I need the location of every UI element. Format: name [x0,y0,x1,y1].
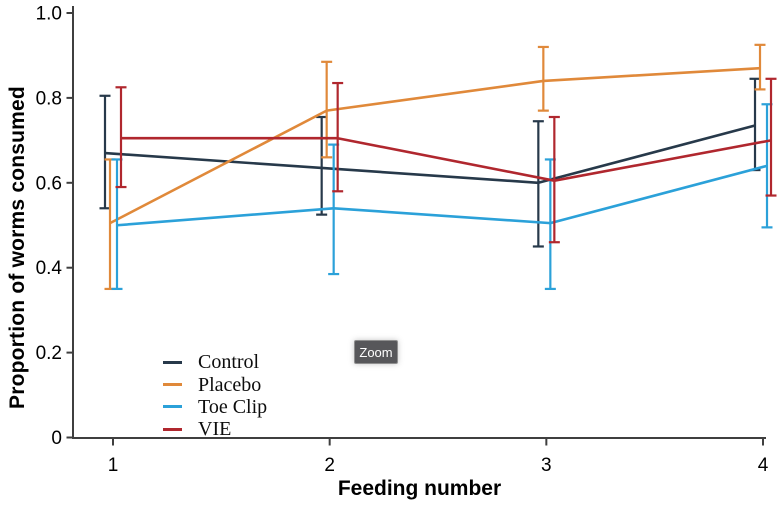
legend-swatch-control [163,360,182,364]
legend-swatch-vie [163,427,182,431]
x-tick-label: 4 [758,455,769,476]
x-tick-label: 1 [108,455,119,476]
legend-item-control: Control [163,351,267,373]
legend-item-placebo: Placebo [163,373,267,395]
legend-item-vie: VIE [163,418,267,440]
y-tick-label: 0.8 [36,88,62,109]
series-line-control [104,124,756,185]
y-axis-title: Proportion of worms consumed [6,86,29,410]
y-tick-label: 0.6 [36,173,62,194]
x-axis-title: Feeding number [337,477,502,500]
series-line-vie [121,136,772,182]
legend-label-vie: VIE [198,418,232,441]
series-line-toe-clip [116,164,768,227]
y-tick-label: 0.2 [36,343,62,364]
legend-swatch-toe-clip [163,405,182,409]
zoom-tooltip[interactable]: Zoom [354,340,398,364]
y-tick-label: 0 [51,428,62,449]
legend-swatch-placebo [163,383,182,387]
legend: Control Placebo Toe Clip VIE [163,351,267,441]
series-line-placebo [109,66,761,225]
legend-item-toe-clip: Toe Clip [163,396,267,418]
x-tick-label: 3 [541,455,552,476]
x-tick-label: 2 [324,455,335,476]
legend-label-toe-clip: Toe Clip [198,395,268,418]
legend-label-placebo: Placebo [198,373,262,396]
y-tick-label: 0.4 [36,258,63,279]
y-tick-label: 1.0 [36,4,62,25]
legend-label-control: Control [198,351,260,374]
